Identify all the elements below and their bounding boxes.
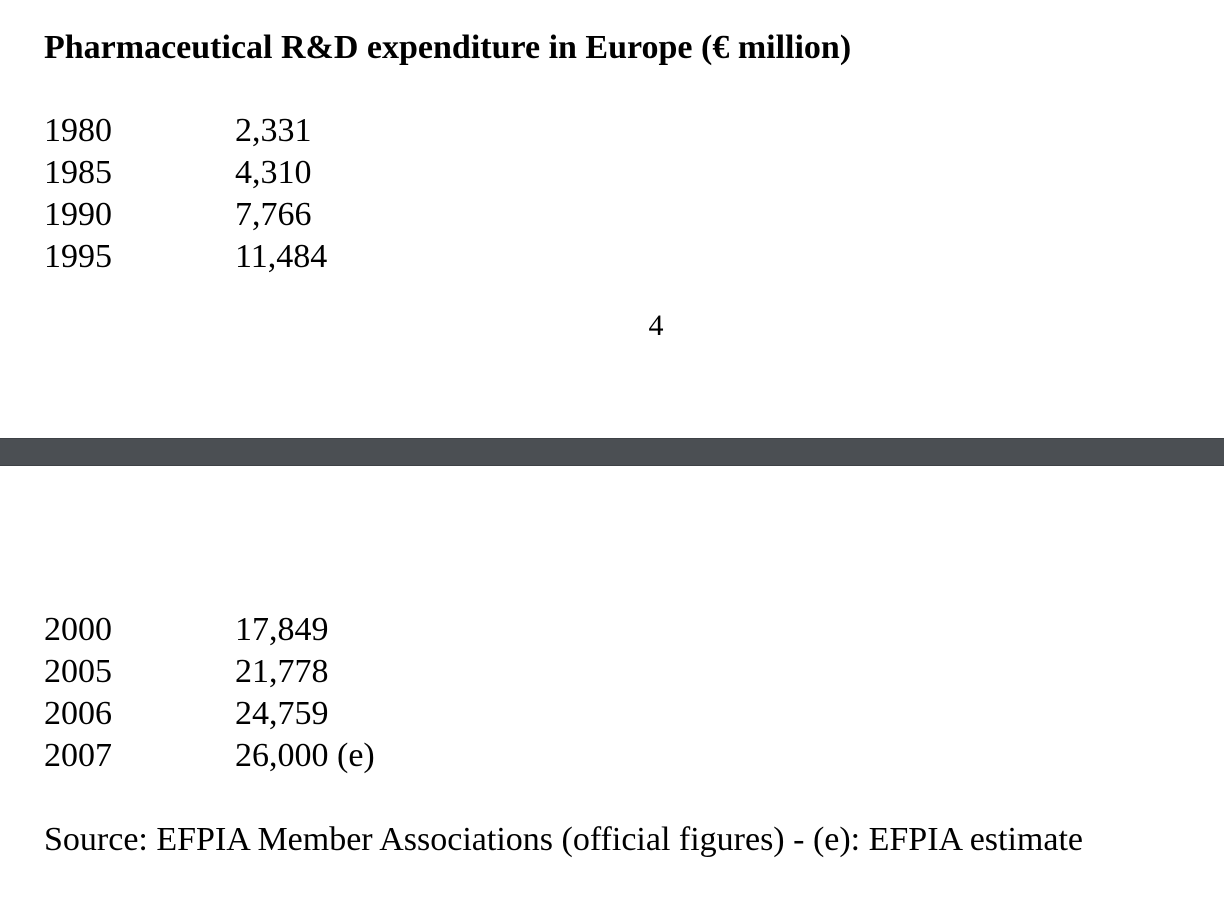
value-cell: 17,849 [235, 611, 329, 648]
table-row: 1995 11,484 [44, 236, 327, 278]
table-row: 2000 17,849 [44, 609, 375, 651]
expenditure-table-part-1: 1980 2,331 1985 4,310 1990 7,766 1995 11… [44, 110, 327, 278]
value-cell: 4,310 [235, 154, 312, 191]
page-separator [0, 438, 1224, 466]
table-row: 2006 24,759 [44, 693, 375, 735]
source-note: Source: EFPIA Member Associations (offic… [44, 821, 1084, 858]
value-cell: 26,000 (e) [235, 737, 375, 774]
table-row: 1985 4,310 [44, 152, 327, 194]
document-page-top: Pharmaceutical R&D expenditure in Europe… [0, 0, 1224, 438]
expenditure-table-part-2: 2000 17,849 2005 21,778 2006 24,759 2007… [44, 609, 375, 777]
year-cell: 2005 [44, 653, 112, 690]
table-title: Pharmaceutical R&D expenditure in Europe… [44, 29, 852, 66]
page-number: 4 [648, 309, 664, 342]
year-cell: 1990 [44, 196, 112, 233]
value-cell: 2,331 [235, 112, 312, 149]
year-cell: 1985 [44, 154, 112, 191]
table-row: 1990 7,766 [44, 194, 327, 236]
table-row: 2007 26,000 (e) [44, 735, 375, 777]
value-cell: 21,778 [235, 653, 329, 690]
table-row: 1980 2,331 [44, 110, 327, 152]
value-cell: 24,759 [235, 695, 329, 732]
year-cell: 2007 [44, 737, 112, 774]
value-cell: 11,484 [235, 238, 328, 275]
table-row: 2005 21,778 [44, 651, 375, 693]
year-cell: 1980 [44, 112, 112, 149]
year-cell: 2000 [44, 611, 112, 648]
value-cell: 7,766 [235, 196, 312, 233]
year-cell: 2006 [44, 695, 112, 732]
year-cell: 1995 [44, 238, 112, 275]
